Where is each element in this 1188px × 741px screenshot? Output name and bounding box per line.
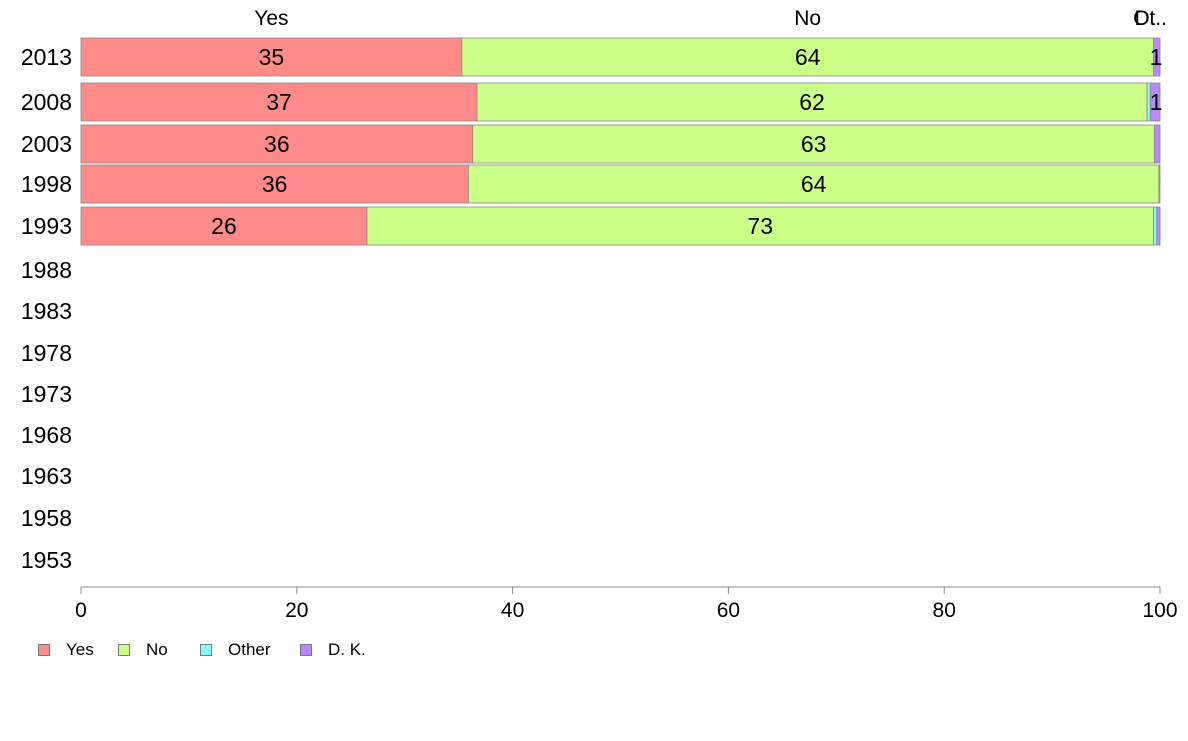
data-label-1993-yes: 26 (211, 213, 237, 239)
category-label-1973: 1973 (21, 381, 72, 407)
x-tick-label-20: 20 (285, 599, 308, 622)
top-label-yes: Yes (254, 7, 288, 30)
category-label-2013: 2013 (21, 44, 72, 70)
data-label-2003-yes: 36 (264, 131, 290, 157)
bar-2003-no (472, 124, 1156, 164)
bar-2008-dk (1149, 82, 1161, 122)
data-label-2013-yes: 35 (259, 44, 285, 70)
data-label-1993-no: 73 (747, 213, 773, 239)
category-label-1968: 1968 (21, 422, 72, 448)
x-tick-label-80: 80 (933, 599, 956, 622)
bar-1998-yes (80, 164, 469, 204)
legend-item-yes: Yes (38, 640, 98, 660)
legend-item-dk: D. K. (300, 640, 380, 660)
legend-item-other: Other (200, 640, 280, 660)
category-label-1993: 1993 (21, 213, 72, 239)
bar-1993-dk (1156, 206, 1161, 246)
labels-layer: 2013 2008 2003 1998 1993 1988 1983 1978 1973 1968… (21, 7, 1167, 573)
data-label-1998-yes: 36 (262, 171, 288, 197)
legend-swatch-no (118, 644, 130, 656)
x-tick-label-100: 100 (1142, 599, 1177, 622)
data-label-2013-no: 64 (795, 44, 821, 70)
data-label-2013-dk: 1 (1150, 44, 1163, 70)
x-tick-label-0: 0 (75, 599, 87, 622)
bar-2013-yes (80, 37, 463, 77)
bar-1993-no (366, 206, 1154, 246)
legend-swatch-other (200, 644, 212, 656)
bar-1998-dk (1158, 164, 1161, 204)
legend-label-other: Other (228, 640, 271, 659)
x-tick-label-40: 40 (501, 599, 524, 622)
legend-label-dk: D. K. (328, 640, 366, 659)
bar-2003-yes (80, 124, 474, 164)
legend-label-yes: Yes (66, 640, 94, 659)
legend-label-no: No (146, 640, 168, 659)
x-tick-label-60: 60 (717, 599, 740, 622)
bar-1993-yes (80, 206, 368, 246)
category-label-1958: 1958 (21, 505, 72, 531)
bar-2013-dk (1153, 37, 1161, 77)
bar-2003-dk (1154, 124, 1161, 164)
legend-item-no: No (118, 640, 180, 660)
category-label-2003: 2003 (21, 131, 72, 157)
x-axis: 0 20 40 60 80 100 (75, 586, 1178, 622)
legend-swatch-yes (38, 644, 50, 656)
legend-swatch-dk (300, 644, 312, 656)
category-label-2008: 2008 (21, 89, 72, 115)
data-label-2003-no: 63 (801, 131, 827, 157)
category-label-1998: 1998 (21, 171, 72, 197)
bars-layer (80, 37, 1161, 246)
data-label-2008-no: 62 (799, 89, 825, 115)
category-label-1963: 1963 (21, 463, 72, 489)
top-label-other: Ot.. (1133, 7, 1167, 30)
category-label-1978: 1978 (21, 340, 72, 366)
data-label-2008-yes: 37 (266, 89, 292, 115)
category-label-1988: 1988 (21, 257, 72, 283)
data-label-2008-dk: 1 (1150, 89, 1163, 115)
category-label-1983: 1983 (21, 298, 72, 324)
top-label-dk: D. (1135, 7, 1156, 30)
bar-2013-no (461, 37, 1154, 77)
legend: Yes No Other D. K. (38, 640, 400, 660)
category-label-1953: 1953 (21, 547, 72, 573)
data-label-1998-no: 64 (801, 171, 827, 197)
top-label-no: No (794, 7, 821, 30)
bar-1993-other (1153, 206, 1158, 246)
